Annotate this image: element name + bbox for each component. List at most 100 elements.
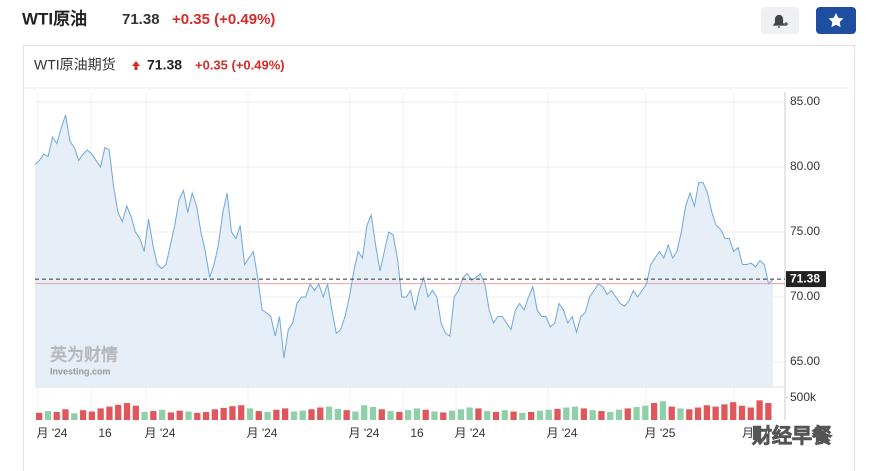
volume-bar (589, 410, 596, 420)
header-title: WTI原油 (22, 8, 87, 28)
y-tick-label: 80.00 (790, 159, 820, 173)
volume-bar (325, 406, 333, 420)
volume-bar (282, 408, 289, 420)
volume-bar (519, 412, 526, 420)
volume-bar (378, 409, 385, 420)
widget-change: +0.35 (+0.49%) (195, 57, 285, 72)
volume-bar (79, 410, 87, 420)
volume-bar (448, 410, 456, 420)
volume-bar (62, 409, 69, 420)
volume-bar (633, 407, 640, 420)
watchlist-button[interactable] (816, 7, 856, 34)
widget-title: WTI原油期货 (34, 57, 116, 73)
overlay-watermark: 财经早餐 (752, 423, 833, 447)
volume-bar (545, 409, 552, 420)
x-tick-label: 月 '24 (247, 426, 278, 440)
volume-bar (211, 409, 218, 420)
alert-button[interactable] (761, 7, 799, 34)
current-price-label: 71.38 (790, 271, 820, 285)
volume-bar (71, 413, 78, 420)
volume-bar (229, 406, 236, 420)
volume-bar (413, 408, 421, 420)
volume-bar (598, 411, 605, 420)
volume-bar (387, 411, 394, 420)
volume-bar (694, 407, 702, 420)
volume-bar (484, 411, 491, 420)
volume-bar (159, 409, 166, 420)
x-tick-label: 月 '24 (37, 426, 68, 440)
volume-bar (352, 411, 359, 420)
volume-bar (528, 411, 535, 420)
volume-bar (668, 406, 675, 420)
volume-bar (554, 408, 561, 420)
volume-bar (106, 406, 113, 420)
volume-bar (756, 400, 763, 420)
volume-bar (246, 408, 254, 420)
volume-bar (396, 411, 403, 420)
x-tick-label: 16 (410, 426, 424, 440)
volume-bar (299, 410, 306, 420)
volume-bar (202, 411, 210, 420)
volume-bar (88, 411, 95, 420)
volume-bar (405, 410, 412, 420)
volume-bar (176, 410, 183, 420)
y-tick-label: 70.00 (790, 289, 820, 303)
y-tick-label: 85.00 (790, 94, 820, 108)
header-price: 71.38 (122, 11, 160, 28)
x-tick-label: 16 (98, 426, 112, 440)
volume-bar (334, 408, 341, 420)
volume-bar (492, 411, 500, 420)
volume-bar (475, 408, 482, 420)
volume-bar (712, 406, 719, 420)
volume-bar (642, 405, 649, 420)
volume-bar (36, 412, 43, 420)
volume-bar (466, 407, 473, 420)
volume-bar (703, 405, 710, 420)
volume-bar (44, 411, 52, 420)
volume-bar (738, 405, 746, 420)
volume-bar (571, 406, 579, 420)
volume-tick-label: 500k (790, 390, 817, 404)
up-arrow (132, 61, 140, 70)
volume-bar (624, 408, 631, 420)
x-tick-label: 月 '24 (455, 426, 486, 440)
plot: 月 '24 16 月 '24 月 '24 月 '24 16 月 '24 月 '24 月 '25 月… (34, 92, 826, 440)
volume-bar (53, 411, 60, 420)
volume-bar (167, 412, 175, 420)
volume-bar (290, 411, 298, 420)
watermark-brand: 英为财情 (50, 344, 118, 364)
header-change: +0.35 (+0.49%) (172, 11, 275, 28)
x-tick-label: 月 (742, 426, 754, 440)
volume-bar (308, 409, 315, 420)
volume-bar (255, 411, 262, 420)
volume-bar (343, 410, 350, 420)
area (35, 115, 773, 387)
volume-bar (747, 407, 754, 420)
volume-bar (686, 409, 693, 420)
volume-bar (220, 407, 227, 420)
volume-bar (369, 407, 377, 420)
volume-bar (238, 405, 245, 420)
volume-bar (150, 411, 157, 420)
volume-bar (615, 409, 623, 420)
volume-bar (185, 411, 192, 420)
volume-bar (536, 410, 544, 420)
volume-bar (651, 403, 658, 420)
volume-bar (440, 412, 447, 420)
volume-bar (730, 402, 737, 420)
volume-bar (580, 408, 587, 420)
volume-bar (317, 407, 324, 420)
volume-bar (659, 401, 667, 420)
volume-bar (132, 405, 139, 420)
volume-bar (431, 411, 438, 420)
volume-bar (141, 411, 148, 420)
volume-bar (97, 408, 104, 420)
volume-bar (422, 409, 429, 420)
x-tick-label: 月 '24 (547, 426, 578, 440)
volume-bar (123, 403, 131, 420)
watermark-site: Investing.com (50, 366, 111, 376)
volume-bar (607, 411, 614, 420)
volume-bar (264, 411, 271, 420)
current-price-box (786, 271, 826, 288)
